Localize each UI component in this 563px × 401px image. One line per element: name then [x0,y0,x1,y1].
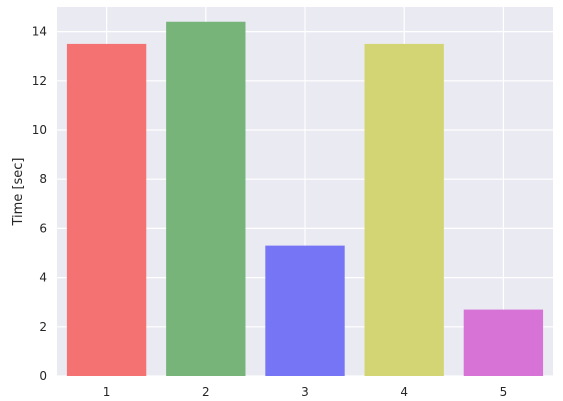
y-axis-ticks: 0 2 4 6 8 10 12 14 [32,25,47,383]
x-tick-label: 3 [301,385,309,399]
y-tick-label: 2 [39,320,47,334]
bar-5 [463,309,544,376]
y-tick-label: 14 [32,25,47,39]
bar-2 [166,21,246,376]
y-tick-label: 6 [39,221,47,235]
y-tick-label: 10 [32,123,47,137]
x-axis-ticks: 1 2 3 4 5 [103,385,507,399]
bars [66,21,544,377]
y-tick-label: 4 [39,271,47,285]
y-tick-label: 0 [39,369,47,383]
y-tick-label: 8 [39,172,47,186]
x-tick-label: 2 [202,385,210,399]
y-axis-label: Time [sec] [11,157,26,226]
x-tick-label: 4 [400,385,408,399]
bar-1 [66,43,147,377]
x-tick-label: 5 [500,385,508,399]
bar-3 [265,245,345,376]
x-tick-label: 1 [103,385,111,399]
y-tick-label: 12 [32,74,47,88]
bar-4 [364,43,444,377]
